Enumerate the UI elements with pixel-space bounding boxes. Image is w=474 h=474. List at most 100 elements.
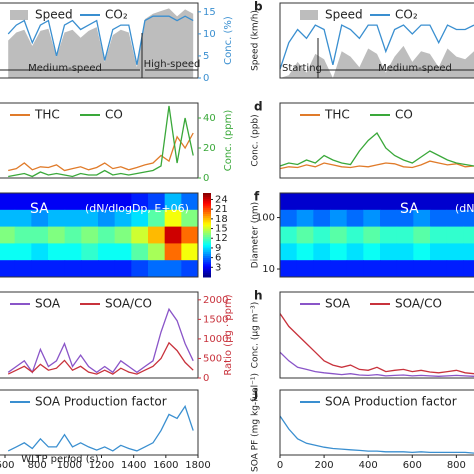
y2-tick-label: 20 xyxy=(203,143,216,154)
plot-frame xyxy=(0,102,199,179)
colorbar-cell xyxy=(203,262,211,265)
heat-cell xyxy=(280,226,298,244)
line xyxy=(279,160,474,170)
heat-cell xyxy=(81,226,99,244)
heat-cell xyxy=(81,243,99,261)
heat-cell xyxy=(64,209,82,228)
heat-cell xyxy=(14,209,32,228)
y-axis-label: Conc. (μg m⁻³) xyxy=(251,302,261,369)
colorbar-cell xyxy=(203,245,211,249)
y2-axis-label: Conc. (ppm) xyxy=(223,110,234,172)
heat-cell xyxy=(463,226,474,244)
heat-cell xyxy=(164,260,182,278)
x-tick-label: 600 xyxy=(403,460,422,471)
heat-cell xyxy=(31,243,49,261)
x-tick-label: 1800 xyxy=(185,460,210,471)
heat-cell xyxy=(64,226,82,244)
heat-cell xyxy=(181,260,199,278)
heat-cell xyxy=(380,243,398,261)
heat-cell xyxy=(148,209,166,228)
colorbar-tick-label: 6 xyxy=(215,253,221,264)
y-axis-label: Diameter (nm) xyxy=(251,202,261,268)
heat-cell xyxy=(446,209,464,228)
heat-cell xyxy=(164,193,182,211)
heat-cell xyxy=(64,193,82,211)
heat-cell xyxy=(48,226,66,244)
heat-cell xyxy=(346,260,364,278)
plot-frame xyxy=(279,389,474,456)
plot-frame xyxy=(0,192,199,278)
y2-tick-label: 10 xyxy=(203,29,216,40)
colorbar-cell xyxy=(203,197,211,200)
heat-cell xyxy=(148,243,166,261)
legend-label: CO₂ xyxy=(105,8,128,22)
legend-label: SOA xyxy=(325,297,351,311)
colorbar-cell xyxy=(203,195,211,198)
colorbar-cell xyxy=(203,203,211,207)
x-tick-label: 0 xyxy=(277,460,283,471)
colorbar-tick-label: 9 xyxy=(215,243,221,254)
y2-tick-label: 15 xyxy=(203,7,216,18)
colorbar-tick-label: 3 xyxy=(215,262,221,273)
y-axis-label: Conc. (ppb) xyxy=(251,114,261,166)
plot-frame xyxy=(279,291,474,379)
heat-cell xyxy=(48,243,66,261)
y2-tick-label: 40 xyxy=(203,113,216,124)
heat-cell xyxy=(330,226,348,244)
heat-cell xyxy=(0,193,16,211)
y-tick-label: 100 xyxy=(256,213,275,224)
heat-cell xyxy=(0,243,16,261)
line xyxy=(7,341,194,375)
colorbar-cell xyxy=(203,230,211,234)
colorbar-cell xyxy=(203,258,211,261)
colorbar-cell xyxy=(203,264,211,267)
colorbar-cell xyxy=(203,260,211,263)
heat-cell xyxy=(131,193,149,211)
heat-cell xyxy=(280,243,298,261)
colorbar-cell xyxy=(203,249,211,253)
colorbar-cell xyxy=(203,247,211,251)
heat-cell xyxy=(346,243,364,261)
y2-tick-label: 0 xyxy=(203,373,209,384)
colorbar-cell xyxy=(203,226,211,230)
heat-cell xyxy=(346,193,364,211)
heat-cell xyxy=(363,226,381,244)
heat-cell xyxy=(413,260,431,278)
x-tick-label: 1200 xyxy=(89,460,114,471)
panel-letter: b xyxy=(254,0,263,14)
heat-cell xyxy=(131,243,149,261)
annotation: Starting xyxy=(282,63,322,74)
x-tick-label: 1000 xyxy=(57,460,82,471)
heat-cell xyxy=(463,260,474,278)
heat-cell xyxy=(31,209,49,228)
heat-cell xyxy=(114,243,132,261)
heat-cell xyxy=(380,226,398,244)
heat-cell xyxy=(98,243,116,261)
heat-cell xyxy=(81,193,99,211)
heat-cell xyxy=(296,209,314,228)
heat-cell xyxy=(396,260,414,278)
heat-cell xyxy=(114,226,132,244)
colorbar-cell xyxy=(203,270,211,274)
heat-cell xyxy=(396,209,414,228)
heat-cell xyxy=(296,243,314,261)
colorbar-cell xyxy=(203,241,211,244)
x-tick-label: 800 xyxy=(28,460,47,471)
heat-cell xyxy=(181,226,199,244)
colorbar-cell xyxy=(203,251,211,255)
legend-swatch xyxy=(300,10,318,20)
x-tick-label: 400 xyxy=(359,460,378,471)
colorbar-cell xyxy=(203,235,211,238)
colorbar-cell xyxy=(203,214,211,217)
x-tick-label: 600 xyxy=(0,460,15,471)
heat-cell xyxy=(296,226,314,244)
panel-subtitle: (dN/dlogDp, E+06) xyxy=(85,202,189,215)
y2-axis-label: Ratio (μg · ppm) xyxy=(223,294,234,375)
y2-tick-label: 1500 xyxy=(203,314,228,325)
heat-cell xyxy=(64,243,82,261)
heat-cell xyxy=(148,260,166,278)
y-axis-label: Speed (km/h) xyxy=(251,10,261,71)
heat-cell xyxy=(48,209,66,228)
colorbar-cell xyxy=(203,256,211,259)
